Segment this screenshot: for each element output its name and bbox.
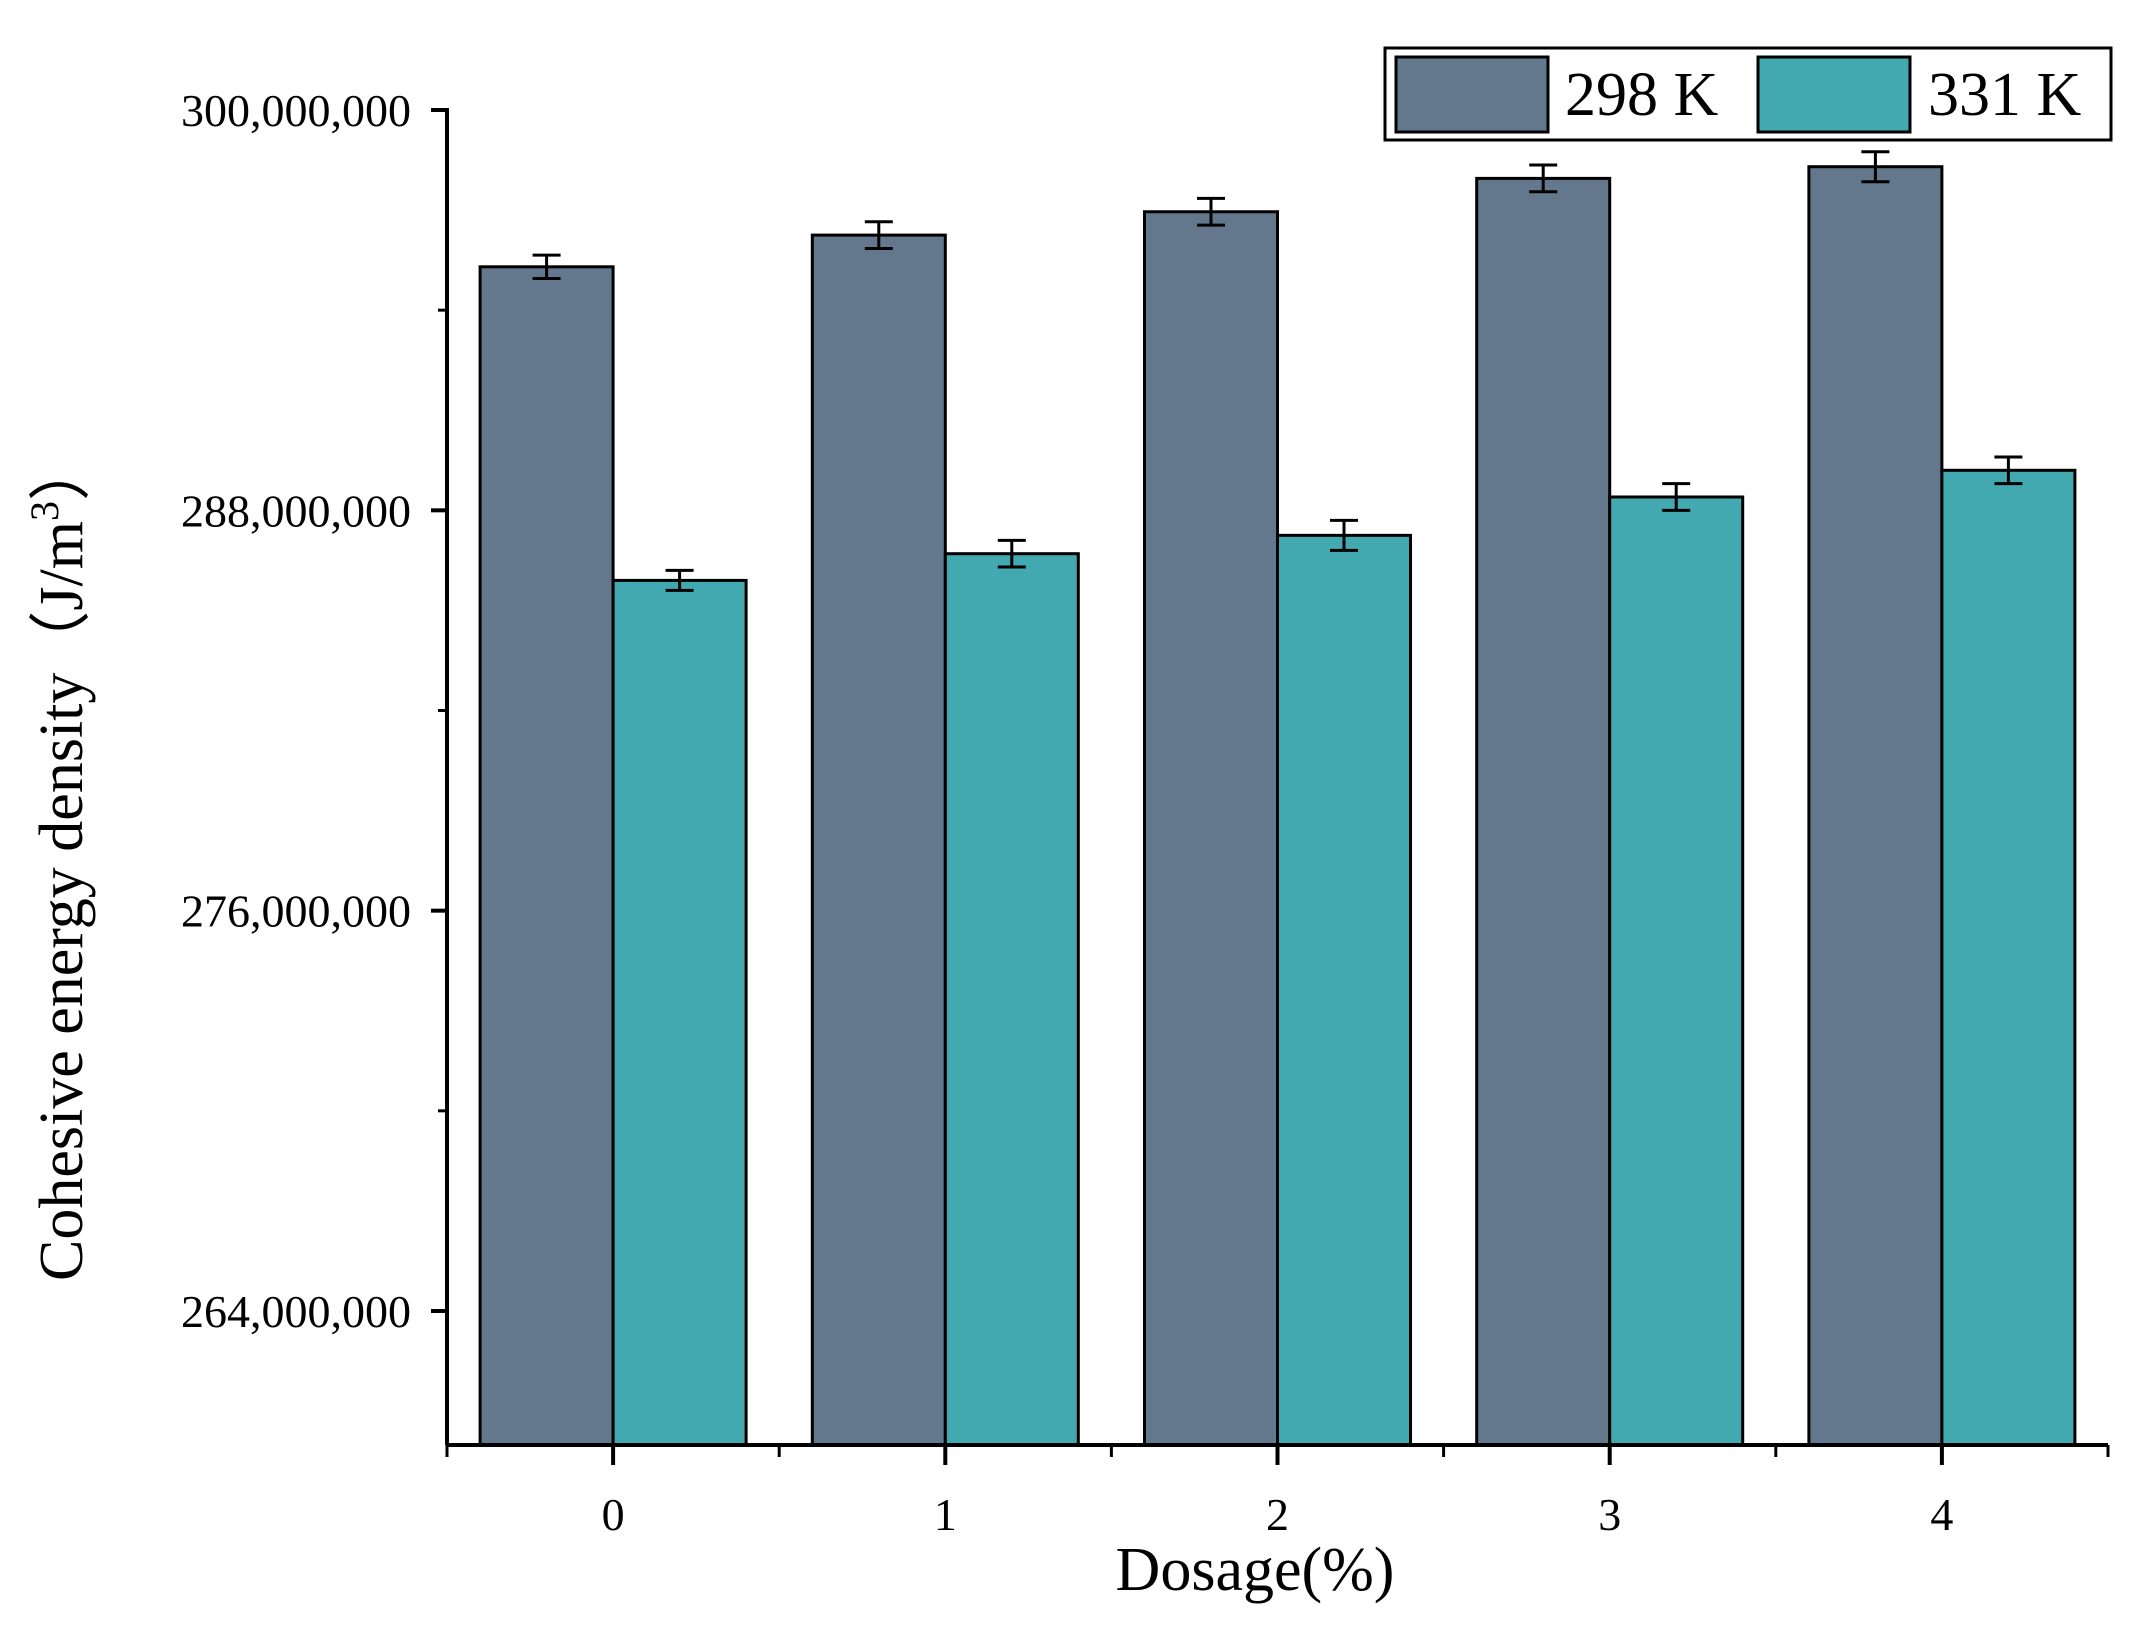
bar-298k-3 [1475, 176, 1612, 1447]
error-bar-331k-0 [665, 568, 694, 592]
bar-331k-0 [611, 578, 748, 1447]
x-tick-label: 2 [1266, 1489, 1289, 1540]
legend-swatch-298k [1394, 55, 1550, 134]
axes-layer: 264,000,000 276,000,000 288,000,000 300,000… [181, 85, 2110, 1540]
x-tick-label: 0 [602, 1489, 625, 1540]
error-bar-298k-1 [864, 220, 893, 250]
bar-331k-4 [1940, 468, 2077, 1447]
y-axis-title-unit-suffix: ） [28, 439, 96, 501]
bars-layer [478, 165, 2077, 1447]
error-bars-layer [532, 150, 2023, 592]
bar-298k-4 [1807, 165, 1944, 1447]
bar-331k-2 [1276, 533, 1412, 1447]
error-bar-298k-4 [1861, 150, 1890, 184]
error-bar-298k-0 [532, 253, 561, 280]
bar-331k-3 [1608, 495, 1745, 1447]
y-tick-label: 288,000,000 [181, 485, 411, 536]
y-axis-title-unit-sup: 3 [22, 501, 67, 521]
bar-298k-1 [810, 233, 947, 1447]
bar-331k-1 [943, 552, 1080, 1447]
y-axis-title-unit-prefix: （J/m [28, 521, 96, 673]
error-bar-298k-3 [1529, 163, 1558, 194]
y-tick-label: 264,000,000 [181, 1286, 411, 1337]
y-tick-label: 276,000,000 [181, 886, 411, 937]
error-bar-331k-1 [997, 538, 1026, 569]
y-axis-title-main: Cohesive energy density [28, 673, 96, 1281]
error-bar-331k-3 [1662, 482, 1691, 512]
x-tick-label: 4 [1930, 1489, 1953, 1540]
legend-label-331k: 331 K [1928, 61, 2082, 129]
y-axis-title: Cohesive energy density（J/m3） [22, 439, 96, 1281]
legend-label-298k: 298 K [1565, 61, 1719, 129]
bar-298k-0 [478, 265, 615, 1447]
bar-298k-2 [1143, 210, 1279, 1447]
legend-swatch-331k [1756, 55, 1912, 134]
x-tick-label: 1 [934, 1489, 957, 1540]
legend: 298 K 331 K [1383, 46, 2113, 142]
error-bar-298k-2 [1197, 196, 1225, 227]
x-tick-label: 3 [1598, 1489, 1621, 1540]
error-bar-331k-4 [1994, 455, 2023, 486]
error-bar-331k-2 [1330, 518, 1358, 552]
y-tick-label: 300,000,000 [181, 85, 411, 136]
x-axis-title: Dosage(%) [1116, 1536, 1395, 1604]
